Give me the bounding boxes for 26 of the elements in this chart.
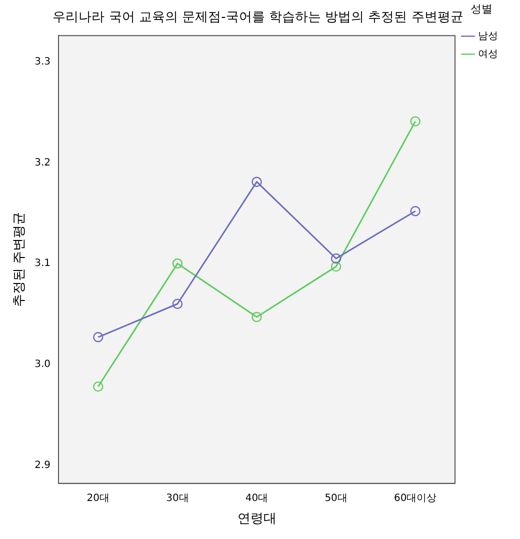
point	[93, 381, 104, 392]
x-tick-label: 50대	[324, 492, 348, 504]
point	[93, 332, 104, 342]
point	[252, 312, 262, 322]
y-tick-label: 2.9	[34, 460, 51, 471]
point	[172, 258, 183, 269]
y-tick-label: 3.0	[34, 358, 51, 370]
chart-title: 우리나라 국어 교육의 문제점-국어를 학습하는 방법의 추정된 주변평균	[52, 10, 464, 26]
point	[330, 253, 342, 264]
point	[172, 298, 183, 309]
point	[330, 261, 342, 272]
y-tick-label: 3.1	[34, 258, 51, 270]
point	[252, 176, 262, 187]
x-tick-label: 40대	[245, 492, 268, 504]
y-tick-label: 3.3	[34, 56, 51, 68]
y-axis-title: 추정된 주변평균	[12, 212, 28, 308]
legend-label: 여성	[478, 48, 498, 60]
legend-label: 남성	[478, 30, 498, 42]
legend-title: 성별	[470, 2, 492, 16]
x-tick-label: 30대	[166, 492, 189, 504]
x-axis-title: 연령대	[237, 512, 276, 527]
y-tick-label: 3.2	[34, 157, 51, 168]
x-tick-label: 60대이상	[394, 492, 437, 504]
point	[410, 116, 420, 126]
x-tick-label: 20대	[86, 492, 110, 504]
point	[410, 206, 420, 216]
